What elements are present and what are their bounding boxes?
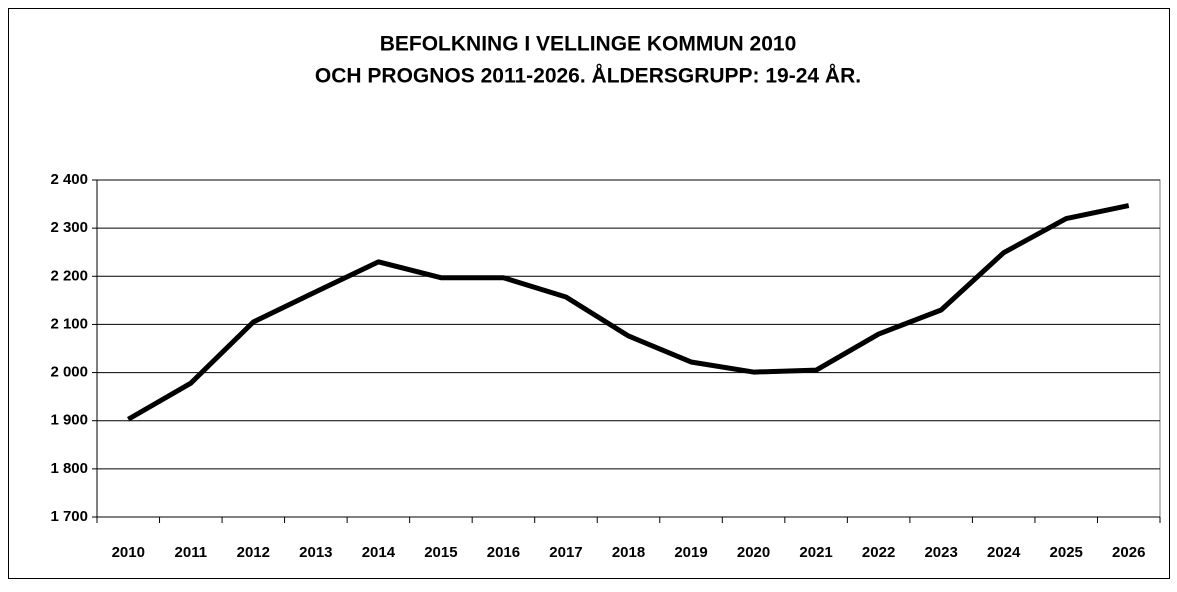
data-line [127, 203, 1130, 422]
y-tick-label: 1 900 [50, 412, 88, 429]
y-tick-label: 1 800 [50, 460, 88, 477]
x-tick-label: 2018 [612, 544, 645, 561]
x-tick-label: 2010 [112, 544, 145, 561]
x-tick-label: 2017 [549, 544, 582, 561]
x-tick-label: 2021 [799, 544, 832, 561]
x-tick-label: 2013 [299, 544, 332, 561]
x-tick-label: 2024 [987, 544, 1021, 561]
x-tick-label: 2012 [237, 544, 270, 561]
x-tick-label: 2014 [362, 544, 396, 561]
x-tick-label: 2023 [924, 544, 957, 561]
y-tick-label: 1 700 [50, 508, 88, 525]
x-tick-label: 2022 [862, 544, 895, 561]
x-tick-label: 2011 [175, 544, 208, 561]
y-tick-label: 2 100 [50, 315, 88, 332]
x-tick-label: 2026 [1112, 544, 1145, 561]
x-tick-label: 2016 [487, 544, 520, 561]
x-tick-label: 2015 [424, 544, 457, 561]
x-tick-label: 2025 [1050, 544, 1083, 561]
y-tick-label: 2 000 [50, 364, 88, 381]
y-tick-label: 2 400 [50, 171, 88, 188]
plot-area [96, 179, 1161, 518]
x-tick-label: 2020 [737, 544, 770, 561]
chart-title: BEFOLKNING I VELLINGE KOMMUN 2010 [380, 33, 797, 56]
y-tick-label: 2 200 [50, 267, 88, 284]
chart-title: OCH PROGNOS 2011-2026. ÅLDERSGRUPP: 19-2… [315, 64, 861, 88]
x-tick-label: 2019 [674, 544, 707, 561]
y-tick-label: 2 300 [50, 219, 88, 236]
